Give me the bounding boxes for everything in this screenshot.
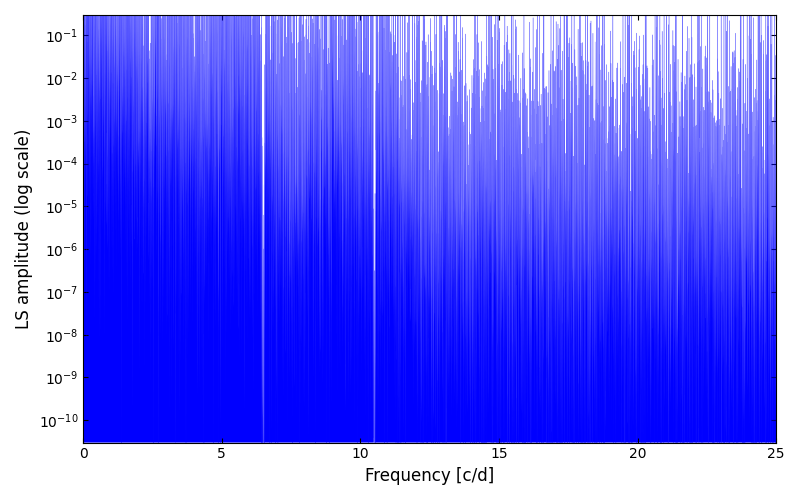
Y-axis label: LS amplitude (log scale): LS amplitude (log scale) xyxy=(15,128,33,329)
X-axis label: Frequency [c/d]: Frequency [c/d] xyxy=(365,467,494,485)
